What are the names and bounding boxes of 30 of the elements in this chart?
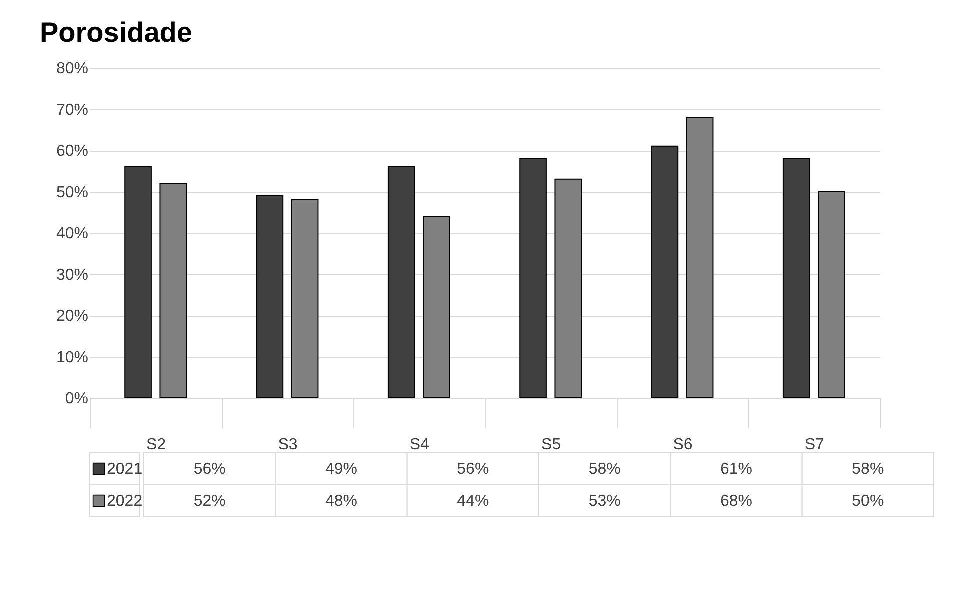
y-tick-label: 60%	[56, 143, 88, 160]
x-tick-label: S5	[542, 436, 562, 454]
x-tick-label: S3	[278, 436, 298, 454]
data-label: 58%	[852, 461, 884, 478]
y-tick-label: 70%	[56, 102, 88, 119]
y-tick-label: 80%	[56, 60, 88, 78]
chart-title: Porosidade	[40, 17, 192, 48]
data-label: 52%	[194, 493, 226, 510]
data-label: 68%	[720, 493, 753, 510]
y-tick-label: 30%	[56, 266, 88, 284]
data-label: 50%	[852, 493, 884, 510]
data-label: 61%	[720, 461, 753, 478]
data-label: 56%	[194, 461, 226, 478]
y-tick-label: 40%	[56, 226, 88, 242]
x-tick-label: S6	[673, 436, 693, 454]
data-label: 53%	[588, 493, 621, 510]
data-label: 44%	[457, 493, 490, 510]
y-tick-label: 20%	[56, 308, 88, 325]
y-tick-label: 50%	[56, 184, 88, 202]
x-tick-label: S7	[804, 436, 825, 454]
y-tick-label: 10%	[56, 349, 88, 366]
y-tick-label: 0%	[65, 390, 88, 408]
data-label: 56%	[457, 461, 490, 478]
legend-label: 2022	[107, 493, 143, 510]
data-label: 48%	[325, 493, 358, 510]
data-label: 49%	[325, 461, 358, 478]
x-tick-label: S4	[410, 436, 430, 454]
data-label: 58%	[588, 461, 621, 478]
legend-label: 2021	[107, 461, 143, 478]
x-tick-label: S2	[146, 436, 166, 454]
